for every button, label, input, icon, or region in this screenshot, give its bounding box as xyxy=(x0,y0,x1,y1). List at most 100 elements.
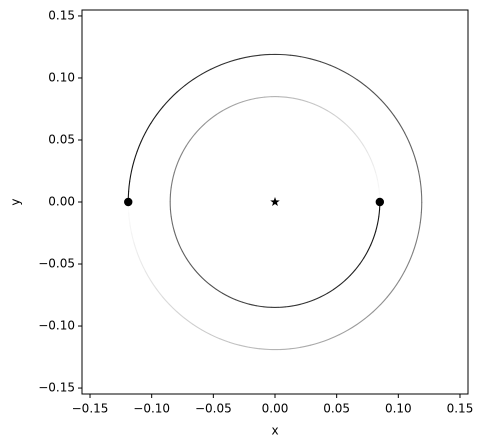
orbit-trail xyxy=(155,106,164,116)
orbit-trail xyxy=(376,216,380,225)
orbit-trail xyxy=(290,54,302,58)
orbit-trail xyxy=(249,54,261,58)
orbit-trail xyxy=(359,139,365,147)
orbit-trail xyxy=(128,211,131,223)
orbit-trail xyxy=(128,180,131,192)
orbit-trail xyxy=(313,296,322,301)
orbit-trail xyxy=(209,284,217,290)
x-tick-label: 0.10 xyxy=(385,402,412,416)
orbit-trail xyxy=(175,158,180,167)
orbit-trail xyxy=(259,348,270,351)
star-marker xyxy=(270,197,280,207)
orbit-trail xyxy=(419,212,422,224)
orbit-trail xyxy=(228,341,240,346)
orbit-trail xyxy=(333,284,340,291)
orbit-trail xyxy=(365,85,374,94)
orbit-trail xyxy=(184,78,194,87)
orbit-trail xyxy=(392,279,400,290)
orbit-trail xyxy=(216,110,224,116)
body-marker xyxy=(124,197,133,207)
orbit-trail xyxy=(171,172,175,181)
orbit-trail xyxy=(248,346,260,350)
orbit-trail xyxy=(192,73,203,81)
orbit-trail xyxy=(327,110,335,116)
orbit-trail xyxy=(219,338,230,343)
orbit-trail xyxy=(136,251,142,263)
orbit-trail xyxy=(372,91,382,101)
orbit-trail xyxy=(375,172,379,181)
orbit-trail xyxy=(176,310,185,319)
orbit-trail xyxy=(326,288,334,294)
orbit-trail xyxy=(370,158,375,167)
x-tick-label: −0.05 xyxy=(195,402,232,416)
orbit-trail xyxy=(185,139,191,147)
orbit-trail xyxy=(379,296,388,306)
orbit-trail xyxy=(263,306,272,308)
orbit-trail xyxy=(398,123,406,134)
y-tick-label: 0.15 xyxy=(48,8,75,22)
orbit-trail xyxy=(136,141,142,152)
orbit-trail xyxy=(417,222,421,234)
orbit-trail xyxy=(181,145,187,153)
orbit-trail xyxy=(280,53,291,56)
orbit-trail xyxy=(221,292,230,298)
orbit-trail xyxy=(228,296,236,301)
orbit-trail xyxy=(412,242,417,254)
orbit-trail xyxy=(299,344,311,348)
orbit-trail xyxy=(256,96,265,99)
orbit-trail xyxy=(363,145,369,154)
orbit-trail xyxy=(320,61,331,66)
orbit-trail xyxy=(256,305,265,308)
orbit-trail xyxy=(367,152,372,160)
orbit-trail xyxy=(329,64,341,71)
orbit-trail xyxy=(130,232,135,243)
orbit-trail xyxy=(393,114,401,125)
orbit-trail xyxy=(320,106,329,112)
orbit-trail xyxy=(398,271,406,281)
orbit-trail xyxy=(370,237,375,246)
orbit-trail xyxy=(386,106,395,116)
orbit-trail xyxy=(339,68,350,75)
orbit-trail xyxy=(133,150,138,162)
orbit-trail xyxy=(173,230,178,239)
orbit-trail xyxy=(293,97,301,101)
orbit-trail xyxy=(162,98,171,108)
orbit-trail xyxy=(300,99,308,103)
orbit-trail xyxy=(309,341,321,346)
orbit-trail xyxy=(169,208,172,217)
orbit-trail xyxy=(418,171,421,183)
orbit-trail xyxy=(133,242,138,253)
orbit-trail xyxy=(278,96,287,98)
orbit-trail xyxy=(314,103,322,108)
x-tick-label: 0.05 xyxy=(323,402,350,416)
orbit-trail xyxy=(415,161,420,172)
orbit-trail xyxy=(144,270,152,281)
orbit-trail xyxy=(169,91,178,100)
orbit-trail xyxy=(242,99,251,103)
orbit-trail xyxy=(242,301,250,305)
orbit-trail xyxy=(363,251,369,259)
orbit-trail xyxy=(376,179,380,188)
orbit-trail xyxy=(249,303,257,307)
orbit-trail xyxy=(189,263,196,271)
orbit-trail xyxy=(185,257,191,265)
orbit-trail xyxy=(333,114,341,120)
orbit-trail xyxy=(259,53,271,56)
orbit-trail xyxy=(210,64,221,70)
y-axis-label: y xyxy=(9,198,23,205)
orbit-trail xyxy=(209,333,221,340)
orbit-trail xyxy=(219,60,231,66)
body-marker xyxy=(375,197,385,207)
orbit-trail xyxy=(349,269,356,276)
orbit-trail xyxy=(378,209,381,218)
orbit-trail xyxy=(189,133,196,141)
orbit-trail xyxy=(415,232,420,244)
orbit-trail xyxy=(299,301,308,305)
orbit-trail xyxy=(350,128,356,135)
orbit-trail xyxy=(170,179,174,188)
orbit-trail xyxy=(372,230,377,239)
orbit-trail xyxy=(183,317,194,325)
orbit-trail xyxy=(292,303,301,307)
orbit-trail xyxy=(306,299,315,303)
orbit-trail xyxy=(173,165,178,174)
